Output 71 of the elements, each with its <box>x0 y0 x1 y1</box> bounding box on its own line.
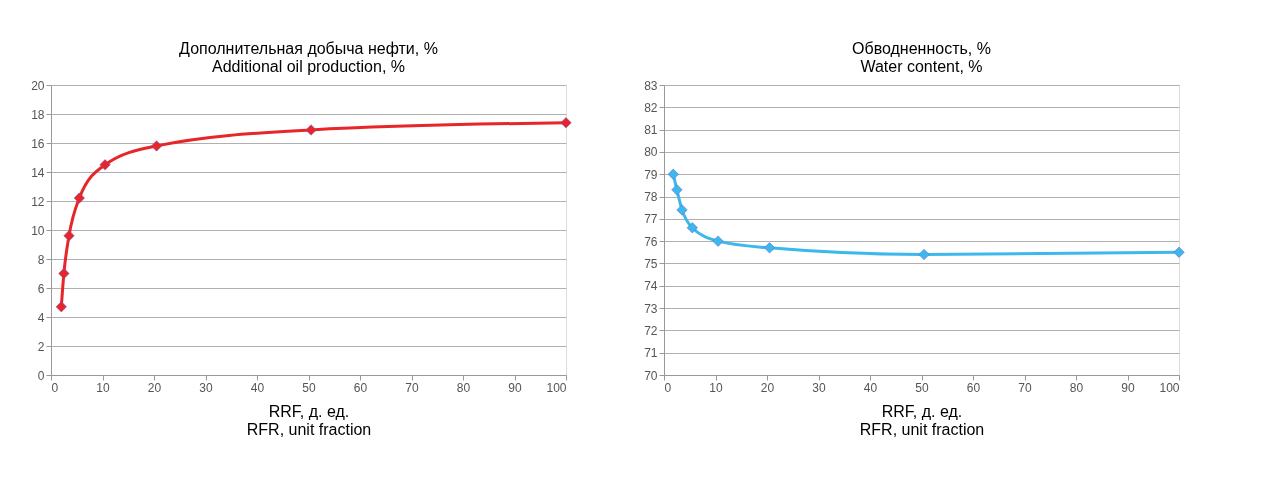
y-tick-label: 8 <box>37 252 45 267</box>
y-tick-label: 81 <box>644 123 658 138</box>
y-tick-label: 18 <box>31 107 45 122</box>
text: RRF, д. ед. <box>268 402 350 420</box>
text: Дополнительная добыча нефти, % <box>179 40 438 57</box>
y-tick-label: 4 <box>37 310 45 325</box>
point <box>667 168 679 180</box>
y-tick-label: 71 <box>644 346 658 361</box>
point <box>55 301 67 313</box>
y-tick-label: 6 <box>37 281 45 296</box>
point <box>73 192 85 204</box>
y-tick-label: 77 <box>644 212 658 227</box>
point <box>151 140 163 152</box>
y-tick-label: 79 <box>644 167 658 182</box>
point <box>918 249 930 261</box>
y-tick-label: 10 <box>31 223 45 238</box>
x-tick-label: 10 <box>709 380 723 395</box>
x-tick-label: 0 <box>664 380 672 395</box>
x-tick-label: 20 <box>760 380 775 395</box>
point <box>58 268 70 279</box>
x-tick-label: 70 <box>405 380 419 395</box>
x-tick-label: 100 <box>546 380 567 395</box>
y-tick-label: 80 <box>644 145 658 160</box>
y-tick-label: 0 <box>37 368 45 383</box>
x-tick-label: 10 <box>96 380 110 395</box>
text: RRF, д. ед. <box>881 402 963 420</box>
x-tick-label: 50 <box>915 380 929 395</box>
x-tick-label: 80 <box>456 380 471 395</box>
point <box>560 117 572 129</box>
x-tick-label: 30 <box>812 380 826 395</box>
point <box>686 222 698 234</box>
point <box>764 242 776 254</box>
point <box>712 235 724 247</box>
text: Water content, % <box>860 58 983 75</box>
y-tick-label: 70 <box>644 368 658 383</box>
y-tick-label: 83 <box>644 78 658 93</box>
point <box>671 184 683 196</box>
x-tick-label: 60 <box>353 380 368 395</box>
y-tick-label: 72 <box>644 323 658 338</box>
y-tick-label: 20 <box>31 78 45 93</box>
text: Additional oil production, % <box>211 58 406 75</box>
x-tick-label: 20 <box>147 380 162 395</box>
x-tick-label: 70 <box>1018 380 1032 395</box>
y-tick-label: 73 <box>644 301 658 316</box>
x-tick-label: 40 <box>250 380 265 395</box>
y-tick-label: 82 <box>644 100 658 115</box>
text: RFR, unit fraction <box>859 420 985 438</box>
x-tick-label: 60 <box>966 380 981 395</box>
point <box>676 204 688 216</box>
point <box>63 230 75 242</box>
x-tick-label: 50 <box>302 380 316 395</box>
point <box>99 159 111 171</box>
x-tick-label: 90 <box>508 380 522 395</box>
x-tick-label: 80 <box>1069 380 1084 395</box>
y-tick-label: 12 <box>31 194 45 209</box>
x-tick-label: 90 <box>1121 380 1135 395</box>
y-tick-label: 74 <box>644 279 658 294</box>
text: RFR, unit fraction <box>246 420 372 438</box>
x-tick-label: 0 <box>51 380 59 395</box>
y-tick-label: 14 <box>31 165 45 180</box>
y-tick-label: 78 <box>644 190 658 205</box>
y-tick-label: 16 <box>31 136 45 151</box>
x-tick-label: 30 <box>199 380 213 395</box>
y-tick-label: 2 <box>37 339 45 354</box>
text: Обводненность, % <box>852 40 991 57</box>
point <box>1173 246 1185 258</box>
x-tick-label: 40 <box>863 380 878 395</box>
x-tick-label: 100 <box>1159 380 1180 395</box>
point <box>305 124 317 136</box>
y-tick-label: 76 <box>644 234 658 249</box>
y-tick-label: 75 <box>644 256 658 271</box>
